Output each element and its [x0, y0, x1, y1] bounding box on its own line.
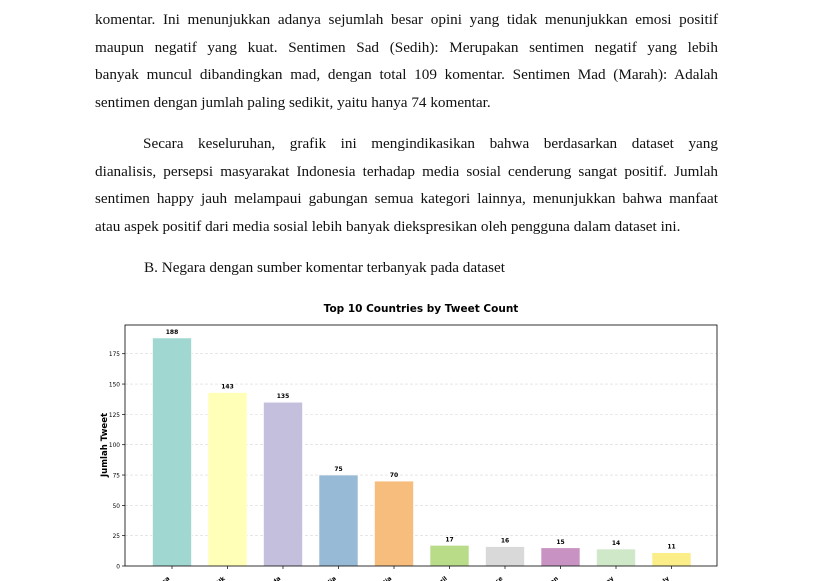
x-tick-label: Uk: [215, 575, 227, 581]
bar-dia: [374, 480, 414, 567]
y-tick-label: 150: [109, 383, 120, 389]
chart-title: Top 10 Countries by Tweet Count: [324, 303, 519, 315]
x-tick-label: alia: [324, 575, 338, 581]
section-heading: B. Negara dengan sumber komentar terbany…: [144, 259, 505, 276]
data-label: 135: [277, 393, 290, 400]
x-tick-label: dia: [381, 575, 393, 581]
text-line: maupun negatif yang kuat. Sentimen Sad (…: [95, 38, 718, 56]
y-tick-label: 0: [116, 565, 120, 571]
y-tick-label: 25: [113, 534, 121, 540]
data-label: 70: [390, 472, 398, 479]
data-label: 15: [556, 539, 564, 546]
paragraph-conclusion: Secara keseluruhan, grafik ini mengindik…: [95, 130, 718, 240]
y-tick-label: 175: [109, 352, 120, 358]
x-tick-label: aly: [659, 575, 671, 581]
text-line: dianalisis, persepsi masyarakat Indonesi…: [95, 162, 718, 180]
data-label: 75: [334, 466, 342, 473]
y-axis-label: Jumlah Tweet: [100, 413, 110, 478]
x-tick-label: nda: [268, 575, 282, 581]
x-tick-label: pan: [546, 575, 560, 581]
text-line: komentar. Ini menunjukkan adanya sejumla…: [95, 11, 718, 28]
text-line: sentimen happy jauh melampaui gabungan s…: [95, 190, 718, 207]
bar-nce: [485, 546, 525, 567]
data-label: 143: [221, 384, 234, 391]
y-tick-label: 50: [113, 504, 121, 510]
paragraph-sentiment-summary: komentar. Ini menunjukkan adanya sejumla…: [95, 6, 718, 116]
bar-pan: [540, 547, 581, 567]
text-line: sentimen dengan jumlah paling sedikit, y…: [95, 93, 491, 111]
bar-nda: [263, 401, 303, 567]
bar-uk: [207, 392, 248, 567]
data-label: 14: [612, 540, 620, 547]
text-line: Secara keseluruhan, grafik ini mengindik…: [143, 135, 718, 152]
bar-azil: [429, 545, 470, 567]
plot-frame: [124, 324, 718, 567]
data-label: 16: [501, 538, 509, 545]
bar-any: [596, 548, 636, 567]
y-tick-label: 125: [109, 413, 120, 419]
text-line: atau aspek positif dari media sosial leb…: [95, 217, 681, 235]
x-tick-label: Usa: [157, 575, 171, 581]
data-label: 188: [166, 329, 179, 336]
text-line: banyak muncul dibandingkan mad, dengan t…: [95, 66, 718, 83]
bar-usa: [152, 337, 192, 567]
data-label: 11: [667, 544, 675, 551]
data-label: 17: [445, 536, 453, 543]
y-tick-label: 100: [109, 443, 120, 449]
bar-aly: [651, 552, 692, 567]
y-tick-label: 75: [113, 474, 121, 480]
x-tick-label: nce: [491, 575, 505, 581]
x-tick-label: any: [601, 575, 615, 581]
x-tick-label: azil: [435, 575, 448, 581]
bar-alia: [318, 474, 359, 567]
